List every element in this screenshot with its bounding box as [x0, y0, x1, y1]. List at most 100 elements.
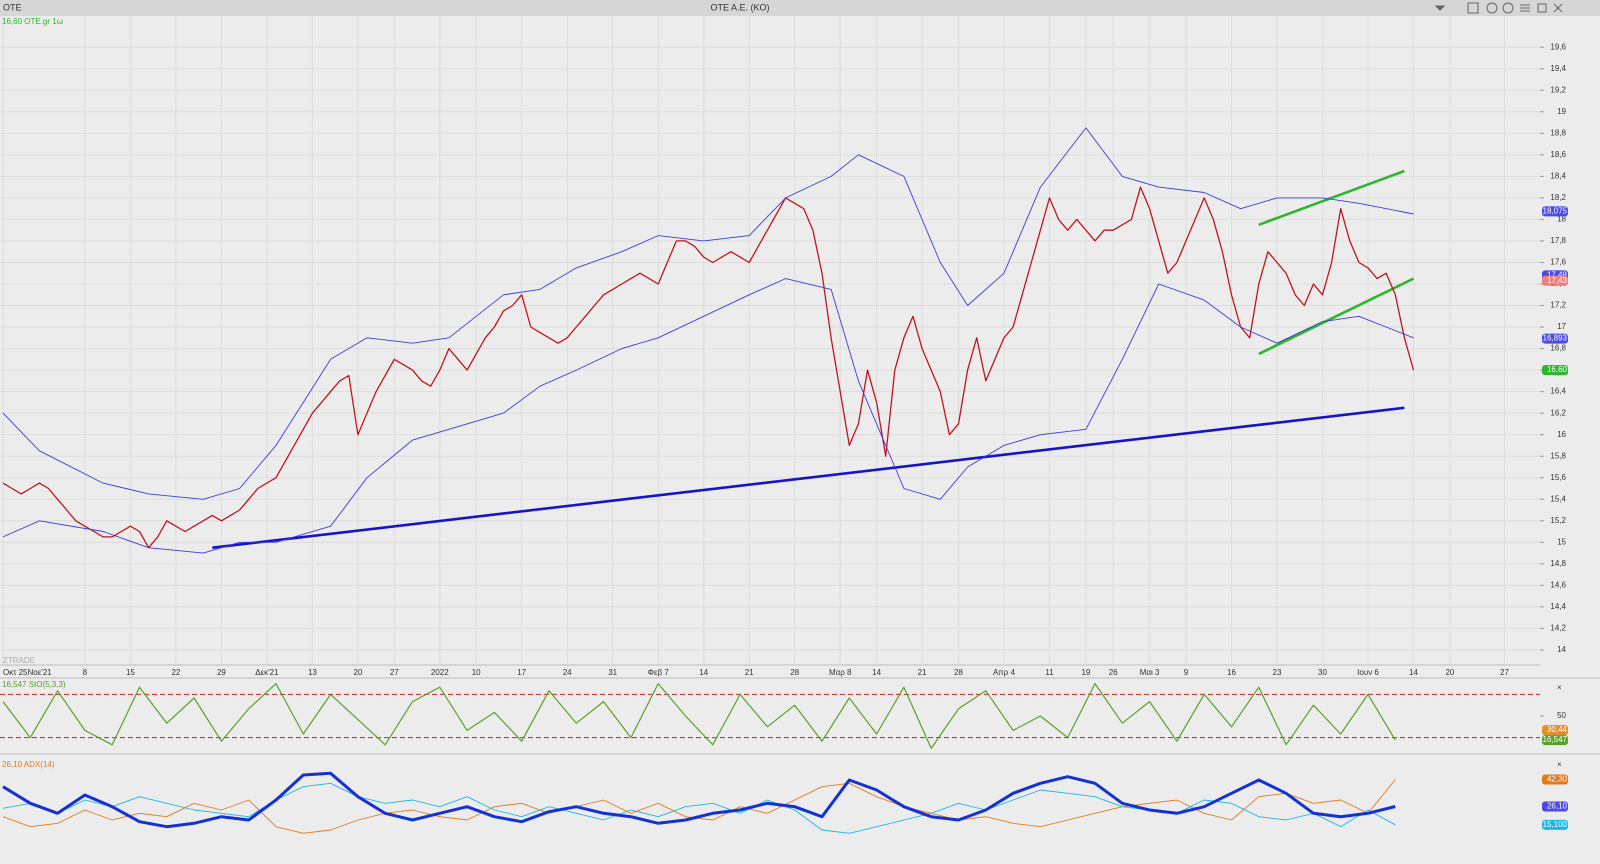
title-bar	[0, 0, 1600, 16]
close[interactable]	[1553, 3, 1563, 13]
price-tag-label: 15,100	[1543, 820, 1568, 829]
x-tick-label: 23	[1273, 668, 1282, 677]
y-tick-label: 14,2	[1550, 624, 1566, 633]
x-tick-label: 13	[308, 668, 317, 677]
btn[interactable]	[1520, 4, 1530, 12]
price-tag-label: 16,893	[1543, 334, 1568, 343]
x-tick-label: 14	[872, 668, 881, 677]
y-tick-label: 17,8	[1550, 236, 1566, 245]
price-tag	[1542, 725, 1568, 736]
price-tag-label: 17,43	[1547, 276, 1568, 285]
x-tick-label: 2022	[431, 668, 449, 677]
y-tick-label: 16	[1557, 430, 1566, 439]
x-tick-label: Δεκ'21	[255, 668, 279, 677]
close-panel[interactable]: ×	[1557, 683, 1562, 692]
x-tick-label: 14	[699, 668, 708, 677]
price-tag	[1542, 206, 1568, 217]
symbol: OTE	[3, 2, 22, 12]
y-tick-label: 14,4	[1550, 602, 1566, 611]
x-tick-label: 24	[563, 668, 572, 677]
y-tick-label: 18,6	[1550, 150, 1566, 159]
btn[interactable]	[1502, 2, 1514, 14]
y-tick-label: 50	[1557, 711, 1566, 720]
y-tick-label: 17	[1557, 322, 1566, 331]
x-tick-label: 8	[83, 668, 88, 677]
x-tick-label: 17	[517, 668, 526, 677]
watermark: ZTRADE	[3, 656, 35, 665]
x-tick-label: 20	[1445, 668, 1454, 677]
series-line	[2, 779, 1396, 834]
y-tick-label: 16,4	[1550, 387, 1566, 396]
price-tag-label: 30,44	[1547, 725, 1568, 734]
y-tick-label: 15	[1557, 537, 1566, 546]
panel-label: 16,547 StO(5,3,3)	[2, 680, 66, 689]
dropdown[interactable]	[1434, 5, 1446, 11]
y-tick-label: 19,2	[1550, 85, 1566, 94]
series-line	[2, 683, 1396, 749]
series-line	[2, 771, 1396, 829]
y-tick-label: 15,2	[1550, 516, 1566, 525]
close-panel[interactable]: ×	[1557, 760, 1562, 769]
price-tag	[1542, 735, 1568, 746]
x-tick-label: 30	[1318, 668, 1327, 677]
price-tag-label: 16,60	[1547, 365, 1568, 374]
x-tick-label: 16	[1227, 668, 1236, 677]
y-tick-label: 15,8	[1550, 451, 1566, 460]
price-tag-label: 16,547	[1543, 735, 1568, 744]
y-tick-label: 18,2	[1550, 193, 1566, 202]
series-line	[2, 186, 1415, 549]
y-tick-label: 15,4	[1550, 494, 1566, 503]
btn[interactable]	[1467, 2, 1479, 14]
x-tick-label: Φεβ 7	[648, 668, 670, 677]
y-tick-label: 15,6	[1550, 473, 1566, 482]
window-title: OTE A.E. (KO)	[710, 2, 769, 12]
y-tick-label: 17,2	[1550, 301, 1566, 310]
btn[interactable]	[1486, 2, 1498, 14]
series-line	[2, 278, 1414, 554]
y-tick-label: 14	[1557, 645, 1566, 654]
x-tick-label: Ιουν 6	[1357, 668, 1379, 677]
price-tag	[1542, 275, 1568, 286]
price-tag	[1542, 801, 1568, 812]
x-tick-label: 19	[1081, 668, 1090, 677]
price-tag-label: 18,075	[1543, 206, 1568, 215]
y-tick-label: 18,8	[1550, 128, 1566, 137]
x-tick-label: 27	[390, 668, 399, 677]
x-tick-label: 14	[1409, 668, 1418, 677]
x-tick-label: 28	[954, 668, 963, 677]
price-tag-label: 42,30	[1547, 775, 1568, 784]
panel-label: 26,10 ADX(14)	[2, 760, 55, 769]
y-tick-label: 14,8	[1550, 559, 1566, 568]
y-tick-label: 19,4	[1550, 64, 1566, 73]
y-tick-label: 14,6	[1550, 580, 1566, 589]
x-tick-label: Οκτ 25Νοε'21	[3, 668, 52, 677]
price-tag	[1542, 365, 1568, 376]
x-tick-label: 15	[126, 668, 135, 677]
x-tick-label: 11	[1045, 668, 1054, 677]
trendline	[1258, 277, 1415, 356]
y-tick-label: 17,6	[1550, 258, 1566, 267]
x-tick-label: Απρ 4	[993, 668, 1016, 677]
x-tick-label: 28	[790, 668, 799, 677]
y-tick-label: 18,4	[1550, 171, 1566, 180]
x-tick-label: 26	[1109, 668, 1118, 677]
panel-label: 16,60 OTE.gr 1ω	[2, 17, 63, 26]
window-controls[interactable]	[1434, 2, 1563, 14]
x-tick-label: 9	[1184, 668, 1189, 677]
trendline	[1258, 169, 1405, 227]
price-tag	[1542, 333, 1568, 344]
x-tick-label: 20	[353, 668, 362, 677]
price-tag	[1542, 774, 1568, 785]
y-tick-label: 19,6	[1550, 42, 1566, 51]
y-tick-label: 19	[1557, 107, 1566, 116]
x-tick-label: Μαι 3	[1140, 668, 1160, 677]
y-tick-label: 16,8	[1550, 344, 1566, 353]
price-tag-label: 26,10	[1547, 802, 1568, 811]
x-tick-label: 10	[472, 668, 481, 677]
y-tick-label: 16,2	[1550, 408, 1566, 417]
btn[interactable]	[1537, 3, 1547, 13]
x-tick-label: 27	[1500, 668, 1509, 677]
price-tag-label: 17,48	[1547, 270, 1568, 279]
